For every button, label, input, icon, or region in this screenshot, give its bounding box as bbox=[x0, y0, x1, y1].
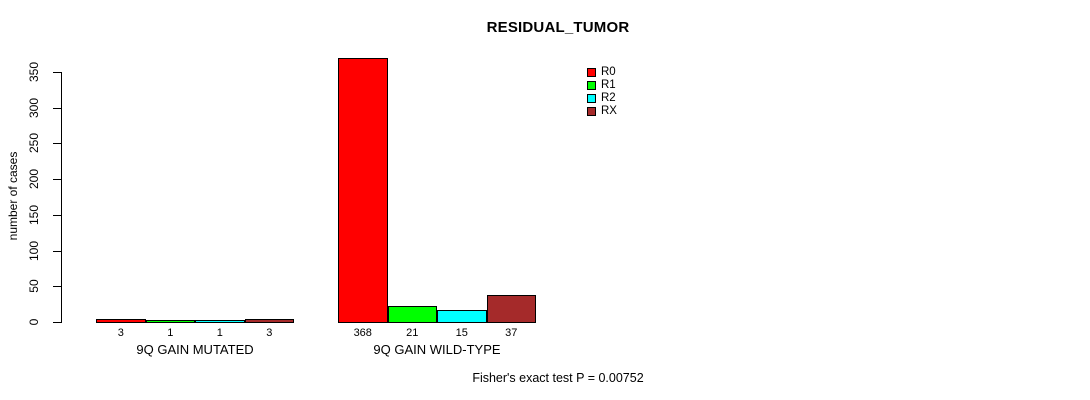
legend-label-r1: R1 bbox=[601, 79, 616, 91]
chart-title: RESIDUAL_TUMOR bbox=[486, 19, 630, 36]
bar-value-label: 15 bbox=[455, 327, 468, 339]
legend-swatch-rx bbox=[587, 107, 596, 116]
y-tick bbox=[53, 72, 61, 73]
y-tick bbox=[53, 250, 61, 252]
y-tick-label: 50 bbox=[27, 279, 41, 293]
group-label: 9Q GAIN WILD-TYPE bbox=[373, 342, 501, 357]
bar-value-label: 21 bbox=[406, 327, 419, 339]
bar-rx-group2 bbox=[486, 294, 536, 323]
y-tick-label: 300 bbox=[27, 97, 41, 118]
bar-r0-group2 bbox=[338, 58, 388, 323]
legend-swatch-r1 bbox=[587, 81, 596, 90]
y-tick-label: 100 bbox=[27, 240, 41, 261]
bar-r0-group1 bbox=[96, 318, 146, 323]
bar-value-label: 1 bbox=[216, 327, 223, 339]
y-tick bbox=[53, 286, 61, 288]
y-axis-line bbox=[61, 72, 62, 323]
bar-r1-group2 bbox=[387, 306, 437, 323]
y-tick bbox=[53, 322, 61, 323]
legend-row-rx: RX bbox=[587, 105, 617, 118]
bar-value-label: 3 bbox=[266, 327, 273, 339]
bar-r2-group2 bbox=[437, 310, 487, 323]
fisher-test-annotation: Fisher's exact test P = 0.00752 bbox=[472, 371, 644, 385]
bar-r1-group1 bbox=[145, 320, 195, 323]
bar-r2-group1 bbox=[195, 320, 245, 323]
legend-swatch-r0 bbox=[587, 68, 596, 77]
y-tick bbox=[53, 214, 61, 216]
bar-rx-group1 bbox=[244, 318, 294, 323]
y-tick-label: 350 bbox=[27, 61, 41, 83]
legend-label-rx: RX bbox=[601, 105, 617, 117]
legend-row-r2: R2 bbox=[587, 92, 617, 105]
y-tick-label: 250 bbox=[27, 133, 41, 154]
legend-label-r0: R0 bbox=[601, 66, 616, 78]
y-axis-title: number of cases bbox=[6, 151, 20, 241]
y-tick bbox=[53, 179, 61, 181]
bar-value-label: 37 bbox=[505, 327, 518, 339]
y-tick-label: 150 bbox=[27, 204, 41, 225]
y-tick-label: 0 bbox=[27, 318, 41, 326]
bar-value-label: 368 bbox=[353, 327, 372, 339]
y-tick bbox=[53, 143, 61, 145]
legend-label-r2: R2 bbox=[601, 92, 616, 104]
group-label: 9Q GAIN MUTATED bbox=[136, 342, 254, 357]
legend: R0 R1 R2 RX bbox=[587, 66, 617, 118]
y-tick-label: 200 bbox=[27, 169, 41, 190]
bar-value-label: 3 bbox=[117, 327, 124, 339]
bar-value-label: 1 bbox=[167, 327, 174, 339]
legend-row-r1: R1 bbox=[587, 79, 617, 92]
y-tick bbox=[53, 107, 61, 109]
legend-row-r0: R0 bbox=[587, 66, 617, 79]
legend-swatch-r2 bbox=[587, 94, 596, 103]
